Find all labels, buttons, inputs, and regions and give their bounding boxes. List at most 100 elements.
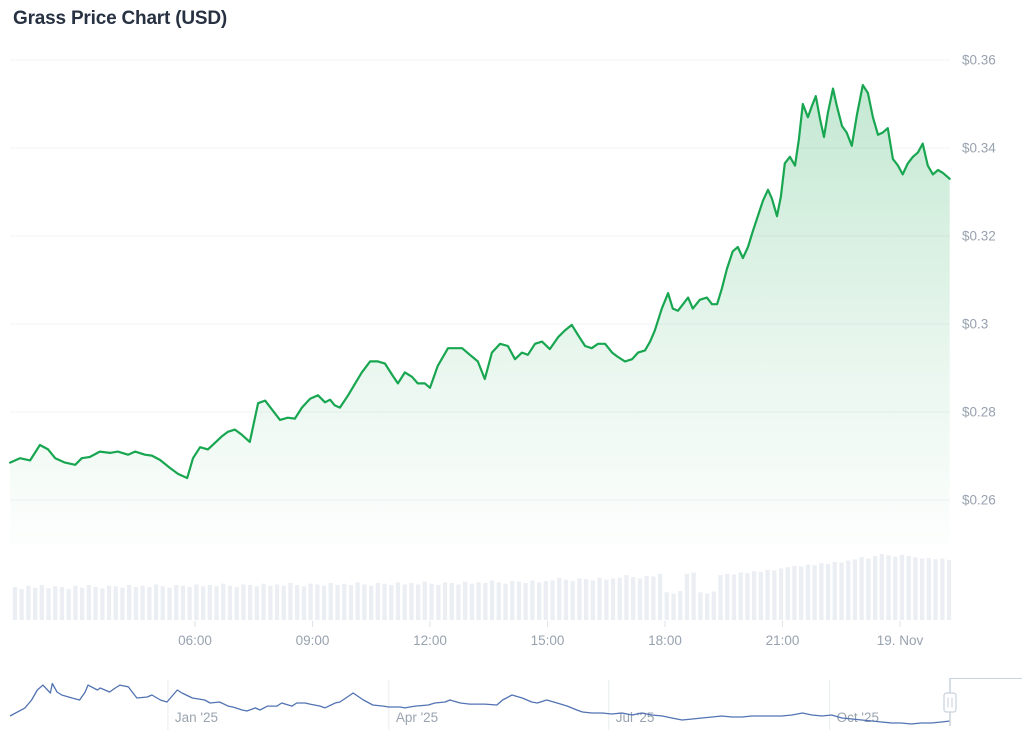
volume-bar [422,581,427,620]
volume-bar [348,585,354,620]
price-line [9,84,951,480]
volume-bar [167,587,172,620]
volume-bar [946,559,952,620]
volume-bar [274,584,280,620]
volume-bar [725,573,730,620]
volume-bar [637,578,643,620]
volume-bar [80,587,85,620]
volume-bar [745,573,750,620]
volume-bar [738,572,743,620]
x-axis-label: 15:00 [531,633,565,648]
volume-bar [866,558,871,620]
volume-bar [873,556,878,620]
volume-bar [436,585,441,620]
volume-bar [610,578,616,620]
volume-bar [893,556,898,620]
volume-bar [879,554,884,620]
volume-bar [234,587,239,620]
volume-bar [355,582,360,620]
volume-bar [852,559,858,620]
volume-bar [563,579,569,620]
volume-bar [523,583,528,620]
volume-bar [160,586,165,620]
x-axis-label: 21:00 [766,633,800,648]
volume-bar [577,578,582,620]
volume-bar [375,583,380,620]
volume-bar [106,585,112,620]
navigator-axis-label: Apr '25 [396,710,438,725]
volume-bar [53,586,58,620]
volume-bar [46,588,51,620]
volume-bar [248,585,253,620]
volume-bar [550,580,555,620]
volume-bar [66,589,71,620]
plot-area[interactable] [10,45,950,620]
volume-bar [207,585,212,620]
navigator-track[interactable] [10,680,950,730]
volume-bar [758,571,763,620]
volume-bar [678,591,683,620]
volume-bar [315,584,320,620]
x-axis-label: 09:00 [296,633,330,648]
volume-bar [100,588,105,620]
volume-bar [778,568,784,620]
navigator-line [9,682,951,725]
volume-bar [651,576,656,620]
volume-bar [805,564,811,620]
volume-bar [194,584,199,620]
volume-bar [442,582,448,620]
volume-bar [839,562,844,620]
volume-bar [671,593,676,620]
volume-bar [489,580,495,620]
volume-bar [140,585,145,620]
volume-bar [335,585,340,620]
volume-bar [227,585,233,620]
volume-bar [469,583,475,620]
volume-bar [369,585,374,620]
volume-bar [913,557,918,620]
navigator-handle-box[interactable] [943,692,957,713]
volume-bar [261,583,266,620]
volume-bar [899,554,905,620]
volume-bar [496,582,501,620]
y-axis-label: $0.36 [962,53,996,68]
volume-bar [503,583,508,620]
volume-bar [510,581,515,620]
volume-bar [631,577,636,620]
volume-bar [570,581,575,620]
volume-bar [718,575,723,620]
y-axis-label: $0.3 [962,317,988,332]
x-axis-label: 06:00 [178,633,212,648]
volume-bar [940,558,945,620]
x-axis-label: 12:00 [413,633,447,648]
y-axis-label: $0.34 [962,141,996,156]
volume-bar [59,587,65,620]
volume-bar [328,583,333,620]
volume-bar [846,560,851,620]
volume-bar [201,586,206,620]
volume-bar [684,573,690,620]
chart-title: Grass Price Chart (USD) [13,8,227,29]
volume-bar [644,575,649,620]
volume-bar [19,589,24,620]
volume-bar [604,579,609,620]
volume-bar [752,571,757,620]
volume-bar [731,574,737,620]
volume-bar [288,583,293,620]
volume-bar [281,585,286,620]
volume-bar [449,583,454,620]
x-axis-label: 18:00 [648,633,682,648]
volume-bar [12,587,18,620]
volume-bar [785,567,790,620]
volume-bar [254,586,259,620]
volume-bar [711,591,716,620]
volume-bar [772,570,777,620]
volume-bar [241,584,246,620]
navigator-handle[interactable] [943,692,957,713]
volume-bar [698,592,703,620]
navigator-axis-label: Jan '25 [175,710,218,725]
volume-bar [153,584,159,620]
volume-bar [147,587,152,620]
volume-bar [301,586,307,620]
